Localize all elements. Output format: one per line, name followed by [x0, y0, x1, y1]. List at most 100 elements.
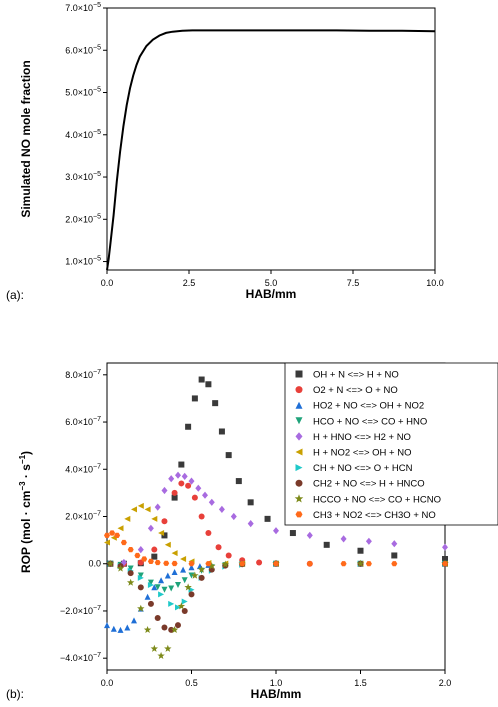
legend-marker: [295, 370, 303, 378]
data-point: [184, 583, 192, 591]
data-point: [104, 622, 110, 629]
data-point: [178, 461, 185, 468]
data-point: [195, 484, 202, 492]
data-point: [141, 556, 148, 562]
legend-marker: [295, 448, 303, 456]
chart-a-xlabel: HAB/mm: [246, 287, 297, 301]
y-tick-exponent: −5: [93, 129, 101, 136]
x-tick-label: 0.0: [101, 678, 114, 688]
data-point: [221, 560, 229, 568]
data-point: [124, 515, 131, 522]
data-point: [442, 561, 448, 567]
data-point: [171, 550, 178, 557]
data-point: [137, 572, 144, 579]
legend-label: CH3 + NO2 <=> CH3O + NO: [313, 510, 436, 521]
data-point: [137, 584, 144, 591]
data-point: [215, 544, 222, 551]
y-tick-exponent: −7: [93, 369, 101, 376]
data-point: [239, 561, 246, 567]
legend-marker: [294, 494, 304, 503]
y-tick-label: 7.0×10−5: [65, 2, 101, 13]
data-point: [181, 577, 188, 584]
chart-a-series-line: [106, 29, 436, 271]
data-point: [188, 572, 195, 579]
y-tick-label: 1.0×10−5: [65, 256, 101, 267]
data-point: [218, 505, 225, 513]
data-point: [144, 506, 151, 513]
y-tick-label: 3.0×10−5: [65, 171, 101, 182]
y-tick-exponent: −5: [93, 213, 101, 220]
legend-label: HO2 + NO <=> OH + NO2: [313, 401, 424, 412]
data-point: [134, 552, 141, 559]
data-point: [168, 626, 175, 633]
chart-b-ylabel-sup2: −1: [18, 454, 27, 464]
data-point: [198, 376, 205, 383]
y-tick-mantissa: −2.0×10: [60, 606, 93, 616]
data-point: [340, 535, 347, 543]
data-point: [175, 471, 181, 479]
y-tick-mantissa: 6.0×10: [65, 45, 93, 55]
y-tick-label: 0.0: [88, 559, 101, 569]
data-point: [171, 489, 178, 496]
y-tick-mantissa: 2.0×10: [65, 214, 93, 224]
data-point: [137, 502, 144, 509]
data-point: [225, 552, 232, 559]
data-point: [185, 423, 192, 430]
legend-marker: [295, 511, 303, 518]
data-point: [147, 524, 154, 532]
data-point: [154, 560, 161, 566]
data-point: [289, 530, 296, 537]
data-point: [247, 499, 254, 506]
data-point: [147, 600, 154, 607]
x-tick-label: 2.5: [183, 278, 196, 288]
data-point: [208, 562, 216, 570]
data-point: [391, 561, 398, 567]
data-point: [198, 513, 205, 520]
data-point: [158, 530, 165, 536]
chart-a-ticks: 0.0 2.5 5.0 7.5 10.01.0×10−52.0×10−53.0×10−5…: [65, 2, 444, 288]
data-point: [137, 574, 144, 581]
data-point: [116, 564, 125, 572]
data-point: [161, 486, 168, 495]
data-point: [154, 615, 161, 622]
data-point: [306, 561, 313, 567]
data-point: [212, 400, 219, 407]
y-tick-label: 8.0×10−7: [65, 369, 101, 380]
legend-label: O2 + N <=> O + NO: [313, 385, 398, 396]
data-point: [147, 579, 154, 586]
data-point: [144, 593, 151, 600]
data-point: [208, 498, 215, 506]
y-tick-exponent: −5: [93, 256, 101, 263]
y-tick-exponent: −7: [93, 511, 101, 518]
data-point: [151, 515, 158, 522]
data-point: [365, 561, 372, 567]
data-point: [164, 572, 171, 579]
data-point: [170, 626, 179, 633]
data-point: [110, 625, 117, 632]
data-point: [117, 626, 124, 633]
legend-label: CH + NO <=> O + HCN: [313, 463, 413, 474]
data-point: [164, 541, 171, 548]
data-point: [391, 540, 398, 548]
chart-b-points: [104, 376, 449, 659]
data-point: [235, 478, 242, 485]
data-point: [168, 585, 175, 592]
data-point: [218, 428, 225, 435]
chart-a: 0.0 2.5 5.0 7.5 10.01.0×10−52.0×10−53.0×10−5…: [6, 2, 444, 302]
data-point: [178, 480, 185, 487]
chart-b-ylabel-sup1: −3: [18, 481, 27, 491]
data-point: [171, 569, 178, 575]
legend-marker: [295, 464, 303, 472]
chart-b-legend: OH + N <=> H + NO O2 + N <=> O + NO HO2 + …: [284, 362, 498, 526]
y-tick-exponent: −7: [93, 463, 101, 470]
data-point: [205, 381, 212, 388]
data-point: [124, 624, 131, 631]
x-tick-label: 0.0: [101, 278, 114, 288]
chart-b: 0.0 0.5 1.0 1.5 2.0−4.0×10−7−2.0×10−70.02.0×…: [6, 362, 498, 701]
data-point: [188, 561, 195, 567]
x-tick-label: 7.5: [347, 278, 360, 288]
data-point: [127, 547, 134, 553]
data-point: [154, 584, 161, 591]
x-tick-label: 1.0: [270, 678, 283, 688]
